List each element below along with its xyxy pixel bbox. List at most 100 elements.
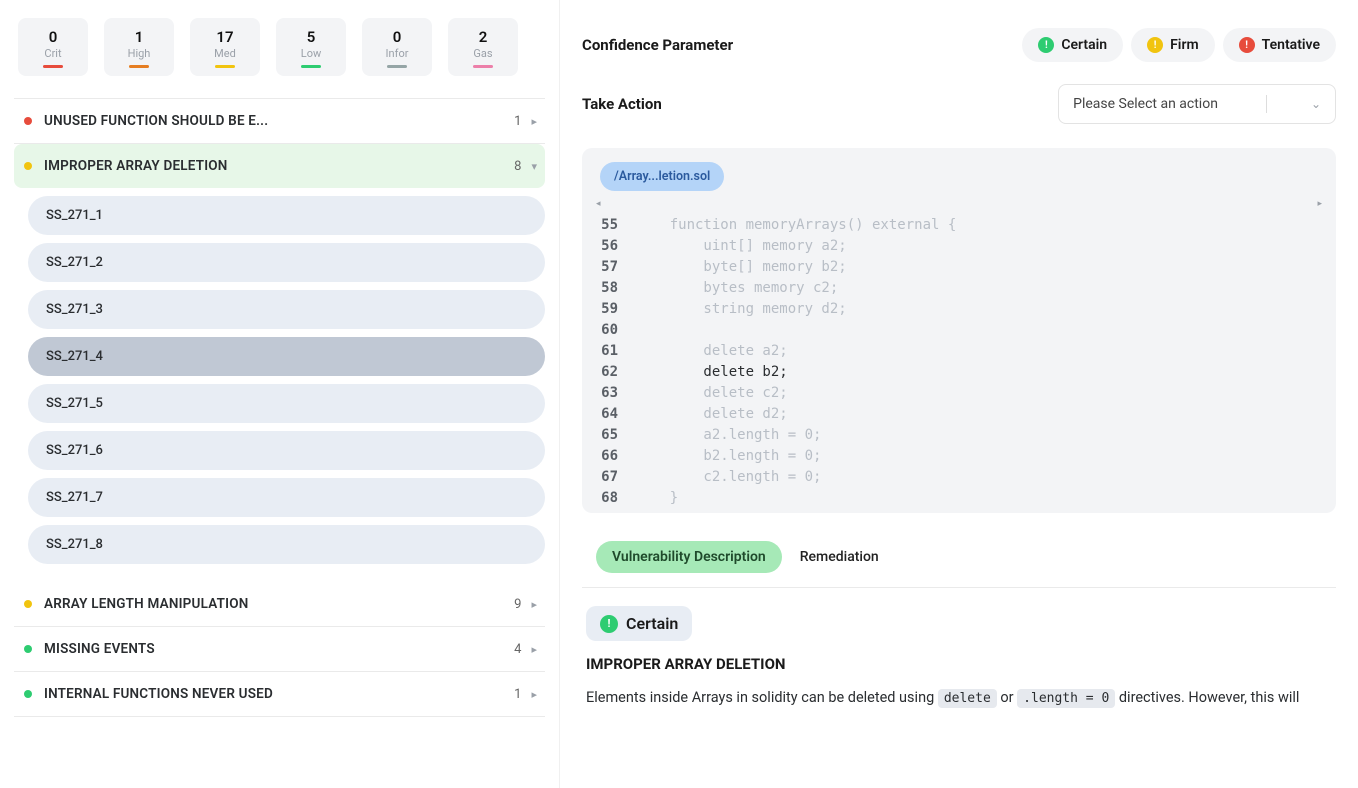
line-number: 59 [590, 299, 636, 320]
file-tab[interactable]: /Array...letion.sol [600, 162, 724, 191]
severity-bar [301, 65, 321, 68]
issue-row[interactable]: ARRAY LENGTH MANIPULATION 9 ▸ [14, 582, 545, 627]
action-placeholder: Please Select an action [1073, 96, 1218, 112]
severity-dot [24, 117, 32, 125]
severity-bar [387, 65, 407, 68]
severity-bar [215, 65, 235, 68]
chevron-icon: ▸ [531, 598, 537, 611]
tabs-row: Vulnerability Description Remediation [582, 535, 1336, 588]
badge-label: Firm [1170, 37, 1199, 53]
line-text: function memoryArrays() external { [636, 215, 956, 236]
sub-item[interactable]: SS_271_7 [28, 478, 545, 517]
issue-row[interactable]: INTERNAL FUNCTIONS NEVER USED 1 ▸ [14, 672, 545, 717]
alert-icon: ! [600, 615, 618, 633]
line-number: 56 [590, 236, 636, 257]
code-inline: .length = 0 [1017, 689, 1115, 708]
line-text: c2.length = 0; [636, 467, 821, 488]
code-line: 61 delete a2; [590, 341, 1328, 362]
alert-icon: ! [1038, 37, 1054, 53]
issue-title: MISSING EVENTS [44, 641, 514, 657]
severity-card-low[interactable]: 5 Low [276, 18, 346, 76]
severity-label: Gas [473, 47, 492, 60]
severity-label: Low [301, 47, 321, 60]
description-panel[interactable]: Vulnerability Description Remediation ! … [582, 535, 1336, 788]
chevron-down-icon: ⌄ [1311, 97, 1321, 111]
issue-count: 4 [514, 642, 521, 657]
severity-dot [24, 162, 32, 170]
issue-row[interactable]: MISSING EVENTS 4 ▸ [14, 627, 545, 672]
code-panel: /Array...letion.sol ◂▸ 55 function memor… [582, 148, 1336, 513]
issue-row[interactable]: UNUSED FUNCTION SHOULD BE E... 1 ▸ [14, 99, 545, 144]
sub-item[interactable]: SS_271_5 [28, 384, 545, 423]
line-text: uint[] memory a2; [636, 236, 847, 257]
severity-dot [24, 600, 32, 608]
action-select[interactable]: Please Select an action ⌄ [1058, 84, 1336, 124]
sub-item[interactable]: SS_271_8 [28, 525, 545, 564]
action-title: Take Action [582, 95, 662, 113]
tab-vulnerability-description[interactable]: Vulnerability Description [596, 541, 782, 573]
confidence-title: Confidence Parameter [582, 36, 733, 54]
severity-label: Infor [386, 47, 409, 60]
severity-count: 1 [135, 28, 144, 46]
line-number: 65 [590, 425, 636, 446]
badge-label: Tentative [1262, 37, 1320, 53]
issue-list: UNUSED FUNCTION SHOULD BE E... 1 ▸ IMPRO… [14, 98, 545, 717]
badge-label: Certain [1061, 37, 1107, 53]
sub-item[interactable]: SS_271_2 [28, 243, 545, 282]
line-text: byte[] memory b2; [636, 257, 847, 278]
chevron-icon: ▸ [531, 643, 537, 656]
code-line: 55 function memoryArrays() external { [590, 215, 1328, 236]
tab-scroll-hint: ◂▸ [590, 199, 1328, 209]
line-number: 57 [590, 257, 636, 278]
code-line: 56 uint[] memory a2; [590, 236, 1328, 257]
sub-item[interactable]: SS_271_6 [28, 431, 545, 470]
tab-remediation[interactable]: Remediation [800, 549, 879, 565]
chevron-icon: ▸ [531, 688, 537, 701]
sub-item[interactable]: SS_271_4 [28, 337, 545, 376]
severity-dot [24, 645, 32, 653]
severity-card-med[interactable]: 17 Med [190, 18, 260, 76]
severity-card-infor[interactable]: 0 Infor [362, 18, 432, 76]
code-line: 68 } [590, 488, 1328, 509]
sub-item[interactable]: SS_271_1 [28, 196, 545, 235]
line-number: 64 [590, 404, 636, 425]
issue-title: ARRAY LENGTH MANIPULATION [44, 596, 514, 612]
alert-icon: ! [1239, 37, 1255, 53]
severity-card-high[interactable]: 1 High [104, 18, 174, 76]
line-text: a2.length = 0; [636, 425, 821, 446]
issue-count: 1 [514, 114, 521, 129]
confidence-badge-certain[interactable]: ! Certain [1022, 28, 1123, 62]
issue-count: 1 [514, 687, 521, 702]
certainty-label: Certain [626, 614, 678, 633]
divider [1266, 95, 1267, 113]
description-heading: IMPROPER ARRAY DELETION [586, 655, 1332, 673]
line-text: delete b2; [636, 362, 788, 383]
code-line: 65 a2.length = 0; [590, 425, 1328, 446]
sub-list: SS_271_1 SS_271_2 SS_271_3 SS_271_4 SS_271_5… [14, 194, 545, 582]
severity-count: 17 [216, 28, 233, 46]
code-area[interactable]: 55 function memoryArrays() external {56 … [590, 209, 1328, 509]
issue-title: IMPROPER ARRAY DELETION [44, 158, 514, 174]
alert-icon: ! [1147, 37, 1163, 53]
issue-title: UNUSED FUNCTION SHOULD BE E... [44, 113, 514, 129]
sub-item[interactable]: SS_271_3 [28, 290, 545, 329]
severity-label: Crit [44, 47, 61, 60]
severity-count: 0 [393, 28, 402, 46]
line-number: 55 [590, 215, 636, 236]
confidence-badge-firm[interactable]: ! Firm [1131, 28, 1215, 62]
severity-card-gas[interactable]: 2 Gas [448, 18, 518, 76]
line-number: 60 [590, 320, 636, 341]
confidence-badge-tentative[interactable]: ! Tentative [1223, 28, 1336, 62]
severity-card-crit[interactable]: 0 Crit [18, 18, 88, 76]
severity-row: 0 Crit 1 High 17 Med 5 Low 0 Infor 2 Gas [14, 18, 545, 76]
line-text: string memory d2; [636, 299, 847, 320]
code-line: 67 c2.length = 0; [590, 467, 1328, 488]
code-line: 64 delete d2; [590, 404, 1328, 425]
line-text: } [636, 488, 678, 509]
certainty-badge: ! Certain [586, 606, 692, 641]
severity-label: High [128, 47, 151, 60]
line-text: delete c2; [636, 383, 788, 404]
line-number: 58 [590, 278, 636, 299]
severity-count: 2 [479, 28, 488, 46]
issue-row[interactable]: IMPROPER ARRAY DELETION 8 ▾ [14, 144, 545, 188]
